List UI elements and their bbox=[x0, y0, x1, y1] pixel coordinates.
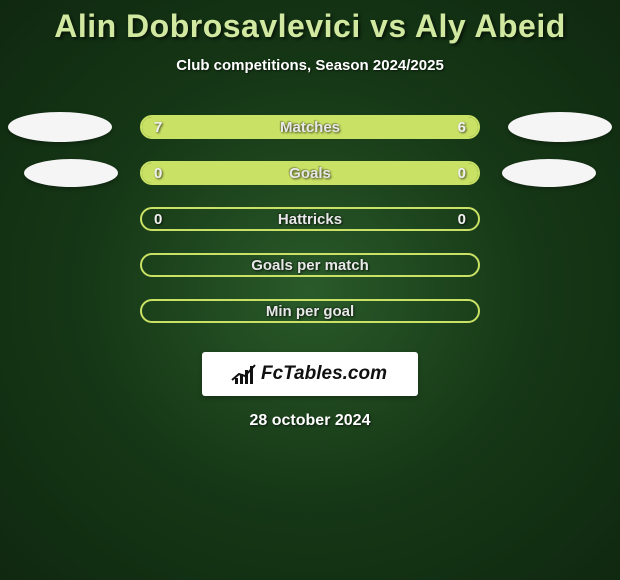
stat-label: Goals per match bbox=[142, 255, 478, 275]
player-right-oval bbox=[502, 159, 596, 187]
stat-row: 00Goals bbox=[0, 150, 620, 196]
stat-bar: Goals per match bbox=[140, 253, 480, 277]
brand-text: FcTables.com bbox=[261, 363, 387, 385]
chart-icon bbox=[233, 364, 257, 384]
stat-bar: Min per goal bbox=[140, 299, 480, 323]
page-subtitle: Club competitions, Season 2024/2025 bbox=[0, 57, 620, 74]
stats-rows: 76Matches 00Goals 00Hattricks Goals per mat… bbox=[0, 104, 620, 334]
player-left-oval bbox=[24, 159, 118, 187]
stat-bar: 00Goals bbox=[140, 161, 480, 185]
stat-row: 76Matches bbox=[0, 104, 620, 150]
stat-bar: 76Matches bbox=[140, 115, 480, 139]
player-right-oval bbox=[508, 112, 612, 142]
stat-bar: 00Hattricks bbox=[140, 207, 480, 231]
stat-label: Goals bbox=[142, 163, 478, 183]
stat-label: Min per goal bbox=[142, 301, 478, 321]
stat-row: Goals per match bbox=[0, 242, 620, 288]
page-title: Alin Dobrosavlevici vs Aly Abeid bbox=[0, 8, 620, 45]
header: Alin Dobrosavlevici vs Aly Abeid Club co… bbox=[0, 0, 620, 74]
stat-label: Hattricks bbox=[142, 209, 478, 229]
stat-row: Min per goal bbox=[0, 288, 620, 334]
player-left-oval bbox=[8, 112, 112, 142]
stat-row: 00Hattricks bbox=[0, 196, 620, 242]
footer-date: 28 october 2024 bbox=[0, 412, 620, 430]
brand-logo[interactable]: FcTables.com bbox=[202, 352, 418, 396]
stat-label: Matches bbox=[142, 117, 478, 137]
